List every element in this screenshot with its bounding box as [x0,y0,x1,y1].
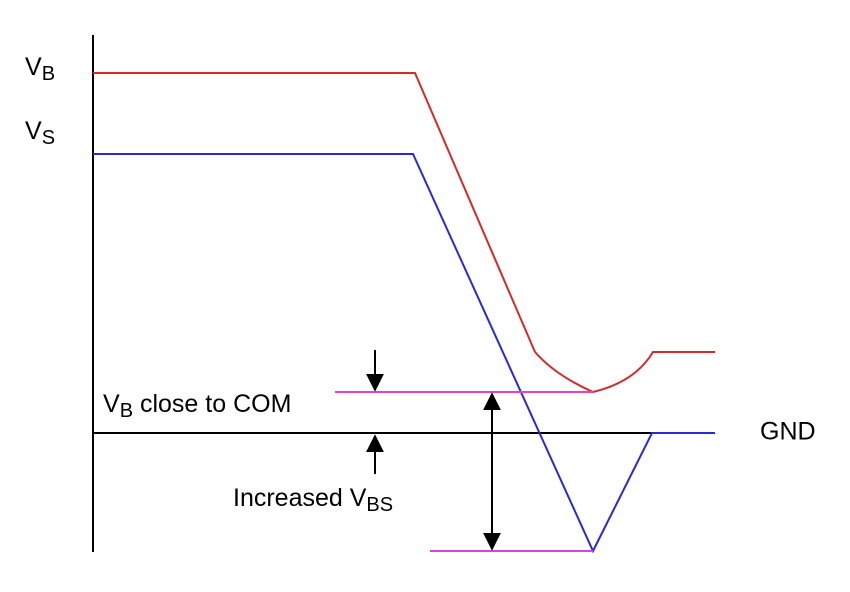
increased-main: Increased V [233,484,367,512]
vb-close-main: V [103,390,120,418]
vb-trace-dip [534,351,715,394]
vb-close-label: VB close to COM [103,390,291,423]
vb-trace [93,72,536,353]
vb-label: VB [25,53,55,86]
vb-sub: B [42,63,55,85]
vb-main: V [25,53,42,81]
increased-label: Increased VBS [233,484,393,517]
vs-trace [93,153,715,554]
vs-label: VS [25,117,55,150]
increased-sub: BS [366,494,393,516]
vb-close-rest: close to COM [133,390,291,418]
gnd-label: GND [760,418,816,446]
vs-sub: S [42,127,55,149]
vs-main: V [25,117,42,145]
vb-close-sub: B [120,400,133,422]
